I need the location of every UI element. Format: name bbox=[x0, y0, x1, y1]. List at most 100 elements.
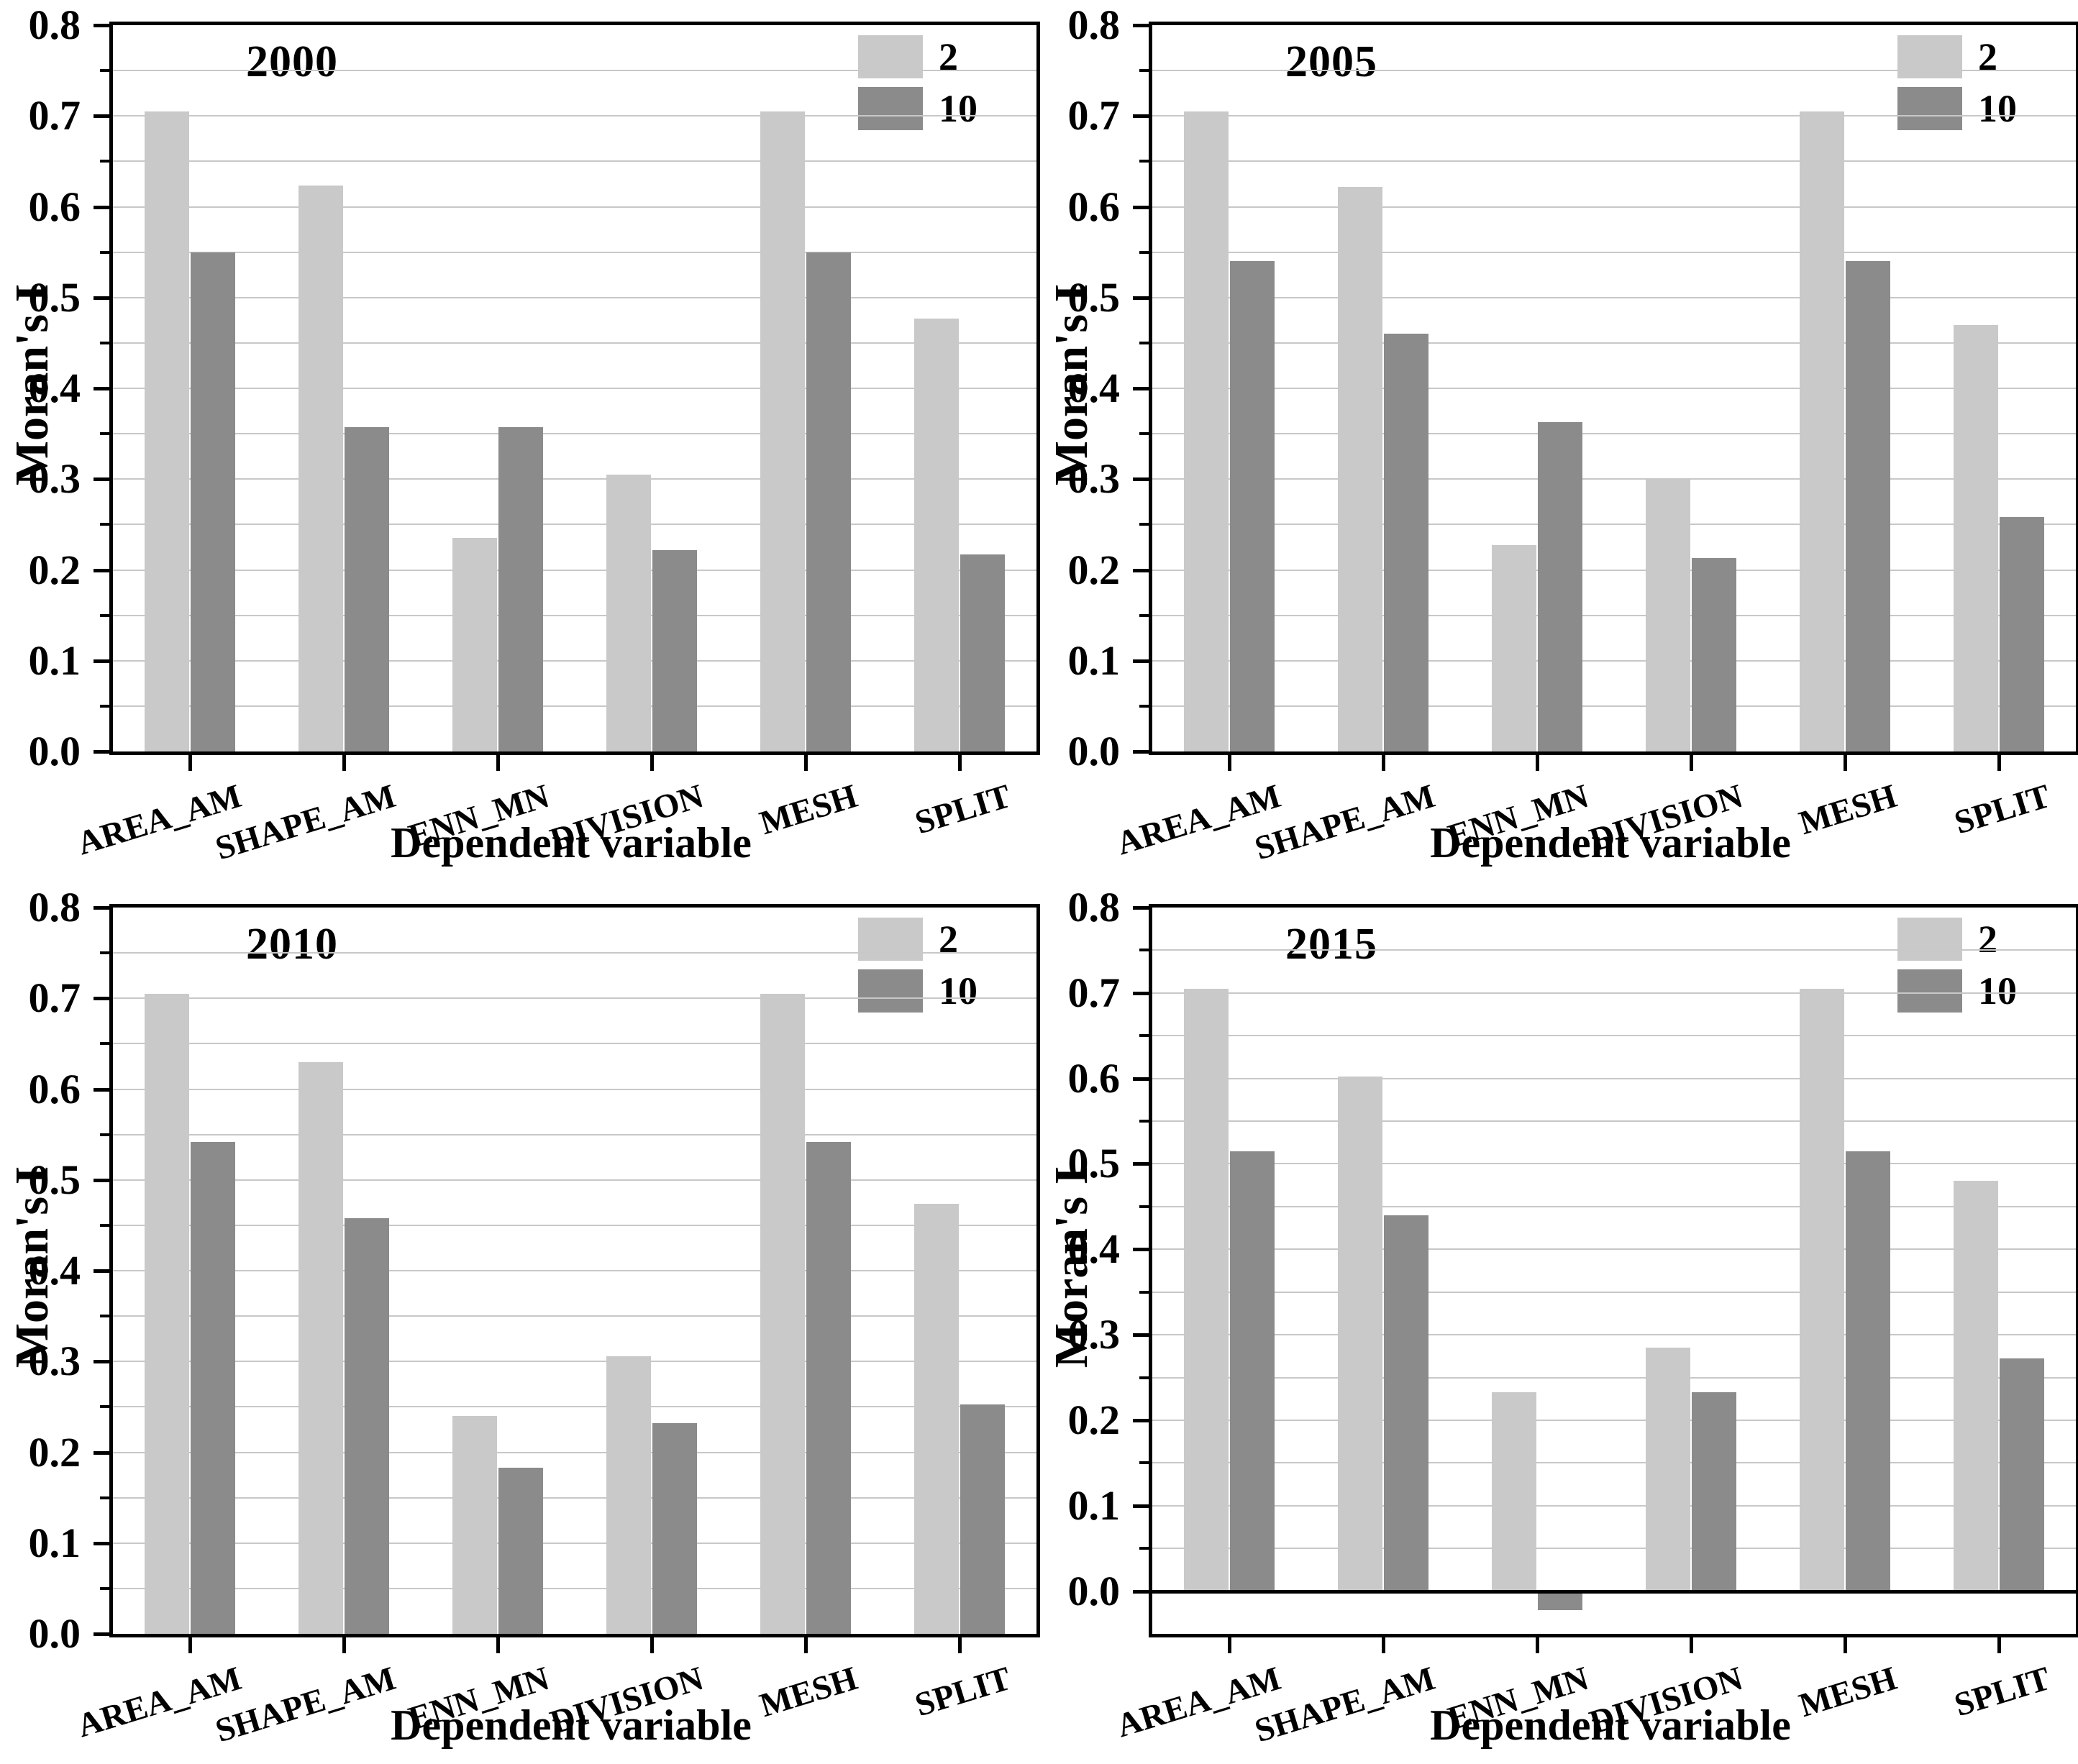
legend-label: 10 bbox=[939, 969, 978, 1013]
bar-division-2 bbox=[606, 474, 651, 751]
bar-shape_am-10 bbox=[345, 427, 389, 751]
legend-swatch-light bbox=[858, 918, 923, 961]
gridline bbox=[113, 1133, 1036, 1135]
x-major-tick bbox=[1536, 755, 1539, 771]
y-minor-tick bbox=[100, 613, 109, 617]
bar-division-10 bbox=[1692, 1391, 1736, 1591]
legend-swatch-light bbox=[1897, 918, 1962, 961]
y-tick-label: 0.3 bbox=[1067, 455, 1121, 503]
y-tick-label: 0.0 bbox=[28, 1610, 81, 1657]
legend-entry: 10 bbox=[1897, 965, 2063, 1017]
x-major-tick bbox=[1382, 755, 1385, 771]
chart-title: 2010 bbox=[246, 920, 338, 969]
y-major-tick bbox=[94, 1632, 109, 1636]
y-major-tick bbox=[94, 205, 109, 209]
gridline bbox=[113, 1315, 1036, 1317]
x-major-tick bbox=[1844, 1637, 1847, 1653]
x-major-tick bbox=[804, 1637, 808, 1653]
y-tick-label: 0.8 bbox=[1067, 884, 1121, 931]
gridline bbox=[1152, 1376, 2076, 1379]
chart-panel-2005: Moran's I 2005 2 10 Dependent variable 0… bbox=[1039, 0, 2078, 882]
y-major-tick bbox=[1133, 1248, 1149, 1252]
bar-area_am-2 bbox=[1184, 111, 1229, 751]
y-tick-label: 0.5 bbox=[1067, 273, 1121, 321]
x-major-tick bbox=[1382, 1637, 1385, 1653]
gridline bbox=[1152, 1248, 2076, 1251]
y-tick-label: 0.5 bbox=[1067, 1140, 1121, 1187]
y-minor-tick bbox=[1139, 1034, 1149, 1038]
bar-split-2 bbox=[914, 1203, 959, 1634]
bar-area_am-2 bbox=[1184, 988, 1229, 1591]
y-minor-tick bbox=[100, 160, 109, 163]
y-minor-tick bbox=[100, 1223, 109, 1227]
legend-label: 2 bbox=[1978, 918, 1997, 961]
gridline bbox=[1152, 115, 2076, 117]
x-major-tick bbox=[650, 755, 654, 771]
y-major-tick bbox=[1133, 1418, 1149, 1422]
y-major-tick bbox=[1133, 750, 1149, 754]
gridline bbox=[113, 70, 1036, 72]
y-major-tick bbox=[1133, 568, 1149, 572]
gridline bbox=[1152, 160, 2076, 163]
y-tick-label: 0.2 bbox=[28, 1428, 81, 1476]
y-major-tick bbox=[1133, 477, 1149, 482]
legend-label: 10 bbox=[1978, 87, 2017, 130]
gridline bbox=[1152, 705, 2076, 707]
gridline bbox=[113, 1406, 1036, 1408]
chart-panel-2010: Moran's I 2010 2 10 Dependent variable 0… bbox=[0, 882, 1040, 1764]
legend: 2 10 bbox=[1897, 913, 2063, 1017]
gridline bbox=[113, 569, 1036, 571]
y-major-tick bbox=[94, 24, 109, 27]
chart-title: 2015 bbox=[1285, 920, 1377, 969]
legend: 2 10 bbox=[1897, 31, 2063, 134]
y-major-tick bbox=[1133, 1589, 1149, 1594]
chart-title: 2000 bbox=[246, 37, 338, 86]
bar-split-10 bbox=[960, 554, 1005, 751]
gridline bbox=[113, 1496, 1036, 1499]
legend-label: 2 bbox=[1978, 35, 1997, 78]
gridline bbox=[113, 206, 1036, 208]
legend-swatch-dark bbox=[1897, 969, 1962, 1013]
y-minor-tick bbox=[1139, 1205, 1149, 1208]
gridline bbox=[113, 997, 1036, 1000]
gridline bbox=[1152, 1504, 2076, 1507]
gridline bbox=[1152, 342, 2076, 344]
y-major-tick bbox=[94, 477, 109, 482]
gridline bbox=[113, 705, 1036, 707]
bar-split-2 bbox=[1954, 1181, 1998, 1591]
y-tick-label: 0.0 bbox=[1067, 728, 1121, 774]
gridline bbox=[113, 1224, 1036, 1226]
plot-area: 2015 2 10 bbox=[1149, 904, 2078, 1637]
bar-enn_mn-2 bbox=[452, 538, 497, 751]
y-major-tick bbox=[1133, 906, 1149, 910]
y-minor-tick bbox=[1139, 523, 1149, 526]
bar-mesh-10 bbox=[806, 252, 851, 751]
y-major-tick bbox=[1133, 1504, 1149, 1508]
y-minor-tick bbox=[1139, 1290, 1149, 1294]
y-minor-tick bbox=[100, 341, 109, 344]
bar-shape_am-10 bbox=[345, 1217, 389, 1634]
x-major-tick bbox=[1536, 1637, 1539, 1653]
x-major-tick bbox=[1997, 1637, 2001, 1653]
plot-area: 2000 2 10 bbox=[109, 22, 1040, 755]
bar-area_am-10 bbox=[191, 252, 235, 751]
legend-entry: 2 bbox=[858, 913, 1024, 965]
y-major-tick bbox=[1133, 1333, 1149, 1338]
gridline bbox=[113, 115, 1036, 117]
gridline bbox=[113, 1179, 1036, 1181]
y-minor-tick bbox=[1139, 432, 1149, 436]
y-tick-label: 0.0 bbox=[28, 728, 81, 774]
y-major-tick bbox=[1133, 114, 1149, 119]
bar-mesh-2 bbox=[1800, 111, 1844, 751]
gridline bbox=[113, 342, 1036, 344]
y-tick-label: 0.8 bbox=[28, 884, 81, 931]
y-minor-tick bbox=[1139, 341, 1149, 344]
gridline bbox=[1152, 251, 2076, 253]
x-major-tick bbox=[188, 755, 192, 771]
y-minor-tick bbox=[1139, 1120, 1149, 1123]
y-minor-tick bbox=[100, 432, 109, 436]
y-minor-tick bbox=[1139, 1376, 1149, 1379]
gridline bbox=[1152, 614, 2076, 616]
gridline bbox=[1152, 659, 2076, 662]
x-major-tick bbox=[1228, 1637, 1231, 1653]
